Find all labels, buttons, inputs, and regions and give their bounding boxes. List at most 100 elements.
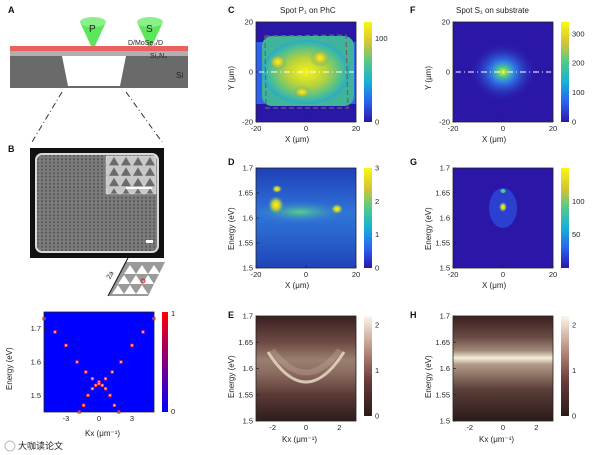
colorbar-tick-label: 200 (572, 59, 585, 68)
x-tick-label: 0 (304, 423, 308, 432)
sin-layer (10, 51, 188, 56)
y-tick-label: 1.55 (435, 390, 450, 399)
e-ylabel: Energy (eV) (227, 355, 236, 398)
colorbar-tick-label: 50 (572, 230, 580, 239)
panel-label-h: H (410, 310, 417, 320)
x-tick-label: -20 (251, 270, 262, 279)
stack-label: D/MoSe₂/D (128, 40, 163, 47)
x-tick-label: 0 (501, 423, 505, 432)
colorbar-tick-label: 1 (375, 230, 379, 239)
band-point-core (101, 384, 104, 387)
y-tick-label: 1.6 (31, 358, 41, 367)
c-ylabel: Y (μm) (227, 66, 236, 90)
panel-d: D -20 0 20 1.5 1.55 1.6 1.65 1.7 0 1 2 3 X (μm) Ene… (227, 157, 379, 290)
x-tick-label: 0 (304, 270, 308, 279)
band-point-core (111, 371, 113, 373)
panel-h: H -2 0 2 1.5 1.55 1.6 1.65 1.7 0 1 2 Kx (μm⁻¹) Ene… (410, 310, 576, 444)
colorbar-tick-label: 300 (572, 29, 585, 38)
band-point-core (94, 384, 97, 387)
band-point-core (109, 394, 111, 397)
c-hotspot-2 (310, 49, 330, 67)
si-label: Si (176, 71, 183, 80)
sin-label: Si₃N₄ (150, 53, 167, 60)
colorbar-tick-label: 2 (572, 321, 576, 330)
band-point-core (104, 377, 107, 380)
y-tick-label: 1.5 (440, 264, 450, 273)
panel-label-f: F (410, 5, 416, 15)
panel-label-d: D (228, 157, 235, 167)
colorbar-tick-label: 2 (375, 197, 379, 206)
d-colorbar (364, 168, 372, 268)
x-tick-label: 3 (130, 414, 134, 423)
band-point-core (91, 377, 94, 380)
d-hotspot-3 (331, 204, 343, 214)
y-tick-label: -20 (242, 118, 253, 127)
c-xlabel: X (μm) (285, 135, 309, 144)
panel-g: G -20 0 20 1.5 1.55 1.6 1.65 1.7 50 100 X (μm) En… (410, 157, 585, 290)
lattice-unit-cell (108, 262, 165, 296)
y-tick-label: 1.55 (435, 239, 450, 248)
y-tick-label: 1.6 (440, 364, 450, 373)
band-point-core (98, 381, 100, 383)
watermark-text: 大咖读论文 (18, 440, 63, 451)
panel-c: C Spot P₁ on PhC -20 0 20 -20 0 20 0 100 X (μm)… (227, 5, 388, 144)
panel-label-e: E (228, 310, 234, 320)
x-tick-label: -2 (466, 423, 473, 432)
x-tick-label: -2 (269, 423, 276, 432)
zoom-line-left (31, 91, 63, 143)
y-tick-label: 1.6 (440, 214, 450, 223)
y-tick-label: 20 (442, 18, 450, 27)
y-tick-label: 1.7 (440, 312, 450, 321)
band-point-core (91, 387, 94, 390)
panel-label-c: C (228, 5, 235, 15)
panel-label-b: B (8, 144, 15, 154)
c-axes: -20 0 20 -20 0 20 0 100 (242, 18, 387, 134)
band-axes: -3 0 3 1.5 1.6 1.7 (31, 324, 135, 423)
y-tick-label: 1.7 (243, 164, 253, 173)
y-tick-label: 1.5 (243, 264, 253, 273)
y-tick-label: 1.65 (238, 338, 253, 347)
band-point-core (142, 331, 144, 333)
x-tick-label: -20 (448, 124, 459, 133)
scale-bar (146, 240, 153, 243)
y-tick-label: 1.5 (31, 391, 41, 400)
band-point-core (104, 387, 107, 390)
f-colorbar (561, 22, 569, 122)
panel-label-g: G (410, 157, 417, 167)
zoom-line-right (125, 91, 163, 143)
y-tick-label: -20 (439, 118, 450, 127)
etched-window (62, 56, 126, 86)
band-plot-area (44, 312, 154, 412)
e-dispersion (266, 351, 346, 384)
y-tick-label: 1.65 (238, 189, 253, 198)
band-point-core (113, 404, 116, 407)
colorbar-tick-label: 100 (572, 88, 585, 97)
c-hotspot-3 (293, 86, 311, 98)
colorbar-tick-label: 0 (572, 412, 576, 421)
y-tick-label: 1.65 (435, 189, 450, 198)
panel-e: E -2 0 2 1.5 1.55 1.6 1.65 1.7 0 1 2 Kx (μm⁻¹) Ene… (227, 310, 379, 444)
colorbar-tick-label: 0 (572, 118, 576, 127)
panel-f: F Spot S₁ on substrate -20 0 20-2002001002… (410, 5, 585, 144)
x-tick-label: 0 (304, 124, 308, 133)
band-point-core (85, 371, 87, 373)
h-colorbar (561, 316, 569, 416)
y-tick-label: 1.65 (435, 338, 450, 347)
x-tick-label: -20 (448, 270, 459, 279)
d-xlabel: X (μm) (285, 281, 309, 290)
g-ylabel: Energy (eV) (424, 207, 433, 250)
band-point-core (76, 361, 78, 363)
y-tick-label: 1.7 (243, 312, 253, 321)
y-tick-label: 1.6 (243, 214, 253, 223)
x-tick-label: 20 (352, 270, 360, 279)
e-xlabel: Kx (μm⁻¹) (282, 435, 317, 444)
d-axes: -20 0 20 1.5 1.55 1.6 1.65 1.7 0 1 2 3 (238, 164, 379, 280)
band-point-core (54, 331, 56, 333)
colorbar-tick-label: 0 (375, 118, 379, 127)
y-tick-label: 0 (249, 68, 253, 77)
g-hotspot (499, 202, 507, 212)
band-cbar-top-tick: 1 (171, 309, 175, 318)
colorbar-tick-label: 100 (572, 197, 585, 206)
